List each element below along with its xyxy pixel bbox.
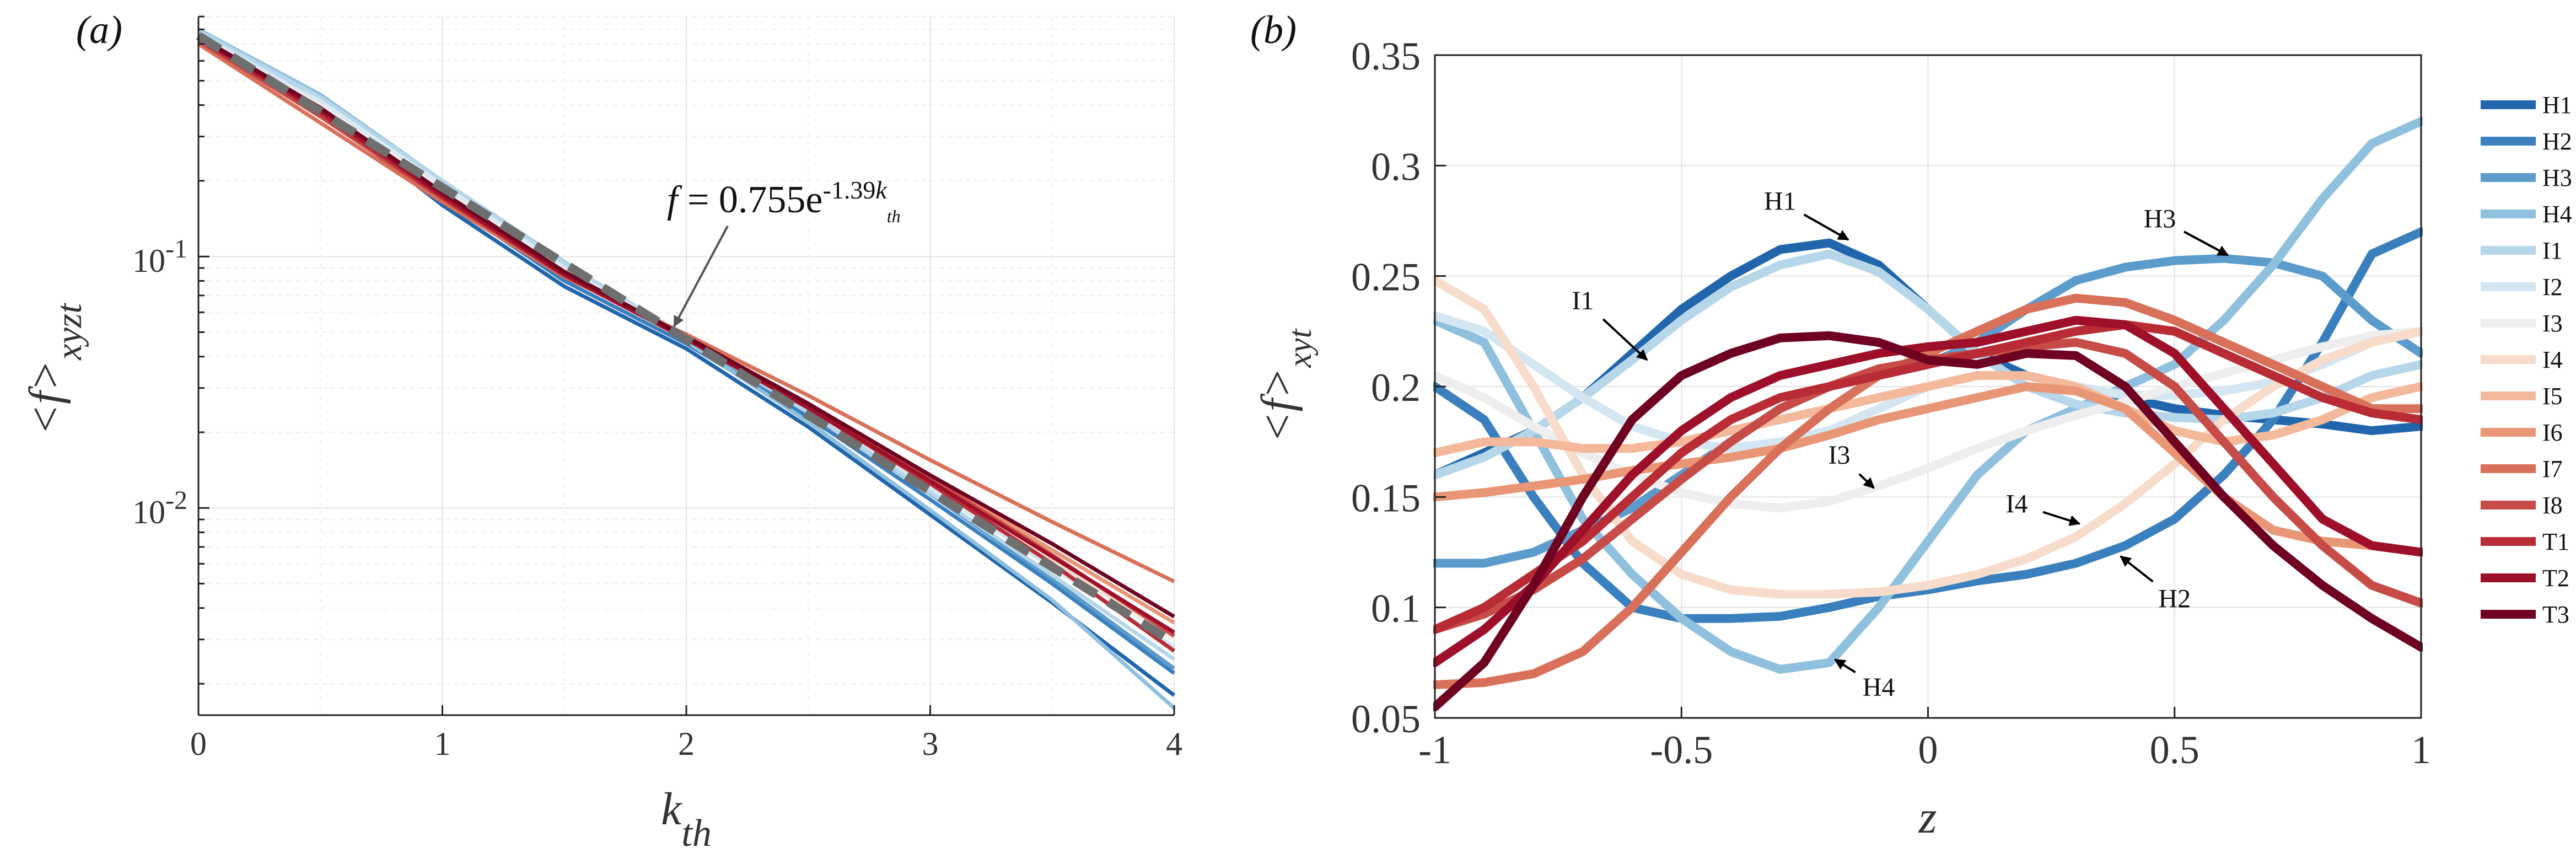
panel-b-annotation-h4: H4 — [1863, 673, 1895, 702]
panel-b-series-line-i1 — [1433, 249, 2423, 480]
panel-b-legend-label-t2: T2 — [2542, 565, 2569, 592]
panel-b-x-tick-label: 1 — [2411, 728, 2431, 772]
panel-b-x-tick-label: 0 — [1918, 728, 1938, 772]
panel-b-legend-label-t3: T3 — [2542, 601, 2569, 628]
panel-b-annotation-arrow — [2042, 511, 2081, 526]
panel-b-legend-label-i4: I4 — [2542, 346, 2563, 373]
panel-b-annotation-h1: H1 — [1764, 186, 1797, 216]
panel-b-legend-label-i6: I6 — [2542, 419, 2563, 446]
panel-a-x-tick-label: 3 — [922, 726, 939, 762]
panel-b-series-line-t3 — [1433, 331, 2423, 711]
panel-b-y-axis-label: <f>xyt — [1252, 328, 1318, 443]
panel-b-annotation-h2: H2 — [2158, 584, 2191, 614]
panel-b-letter: (b) — [1250, 8, 1297, 52]
panel-b-series-line-t2 — [1433, 315, 2423, 667]
panel-b-annotation-arrow — [1834, 658, 1856, 674]
panel-b-tick-labels: -1 -0.5 0 0.5 1 0.05 0.1 0.15 0.2 0.25 0.3 0.35 — [1351, 34, 2431, 772]
panel-b-x-tick-label: -0.5 — [1650, 728, 1713, 772]
panel-b-y-tick-label: 0.1 — [1371, 587, 1421, 631]
panel-a-x-axis-label: kth — [661, 784, 712, 853]
panel-a-fit-line — [196, 32, 1177, 647]
panel-b-legend-label-i5: I5 — [2542, 383, 2563, 410]
panel-b-annotation-arrow — [1803, 213, 1849, 241]
panel-b-y-tick-label: 0.25 — [1351, 255, 1421, 299]
panel-b-legend: H1 H2 H3 H4 I1 I2 I3 I4 I5 I6 I7 I8 T1 T2 T3 — [2481, 92, 2572, 628]
panel-b-annotation-arrow — [1602, 318, 1648, 361]
panel-a-grid — [198, 16, 1175, 715]
panel-b-y-tick-label: 0.35 — [1351, 34, 1421, 78]
panel-a-x-tick-label: 1 — [434, 726, 451, 762]
panel-b-legend-label-t1: T1 — [2542, 528, 2569, 555]
panel-b-legend-label-i1: I1 — [2542, 237, 2563, 264]
panel-b-legend-label-h1: H1 — [2542, 92, 2572, 119]
panel-b-series-line-i5 — [1433, 371, 2423, 458]
panel-b-x-tick-label: -1 — [1418, 728, 1451, 772]
panel-b-profile-chart: (b) -1 -0.5 0 0.5 1 0.05 0.1 0.15 0.2 0.25 0.3 0.35… — [1250, 8, 2572, 843]
panel-b-legend-label-i7: I7 — [2542, 455, 2563, 482]
panel-a-tick-labels: 0 1 2 3 4 10-1 10-2 — [132, 234, 1182, 762]
panel-a-axes — [197, 15, 1175, 716]
panel-a-y-axis-label: <f>xyzt — [20, 303, 89, 436]
panel-b-legend-label-h4: H4 — [2542, 201, 2572, 228]
panel-b-x-tick-label: 0.5 — [2150, 728, 2199, 772]
panel-a-y-tick-label: 10-2 — [132, 486, 187, 531]
panel-a-x-tick-label: 0 — [190, 726, 207, 762]
panel-b-series-line-i7 — [1433, 293, 2423, 689]
panel-a-fit-group — [196, 32, 1177, 647]
panel-b-annotation-i3: I3 — [1828, 441, 1850, 470]
panel-b-legend-label-h3: H3 — [2542, 164, 2572, 191]
panel-a-letter: (a) — [76, 8, 122, 52]
panel-b-y-tick-label: 0.15 — [1351, 476, 1421, 520]
panel-b-y-tick-label: 0.05 — [1351, 697, 1421, 741]
panel-b-legend-label-i8: I8 — [2542, 492, 2563, 519]
panel-b-annotation-arrow — [2184, 230, 2229, 256]
panel-b-annotation-arrow — [2120, 555, 2154, 583]
panel-a-x-tick-label: 4 — [1166, 726, 1182, 762]
panel-a-x-tick-label: 2 — [678, 726, 695, 762]
panel-b-series-line-h4 — [1433, 117, 2423, 674]
panel-b-annotation-i1: I1 — [1572, 286, 1594, 315]
panel-b-annotation-i4: I4 — [2006, 489, 2028, 518]
panel-b-axes — [1434, 54, 2422, 719]
panel-b-annotation-h3: H3 — [2144, 205, 2176, 234]
panel-b-legend-label-i2: I2 — [2542, 273, 2563, 301]
panel-b-annotations: H1 H2 H3 H4 I1 I3 I4 — [1572, 186, 2229, 702]
panel-b-x-axis-label: z — [1918, 792, 1937, 843]
panel-b-series-line-i4 — [1433, 276, 2423, 599]
panel-b-legend-label-i3: I3 — [2542, 310, 2563, 337]
panel-b-series-group — [1433, 117, 2423, 711]
panel-a-fit-arrow — [673, 226, 729, 328]
panel-b-annotation-arrow — [1858, 473, 1875, 489]
panel-a-fit-equation: f = 0.755e-1.39kth — [667, 176, 901, 227]
panel-a-y-tick-label: 10-1 — [132, 234, 187, 280]
panel-b-legend-label-h2: H2 — [2542, 128, 2572, 155]
panel-a-log-decay-chart: (a) 0 1 2 3 4 10-1 10-2 kth <f>xyzt f = 0.755e… — [20, 8, 1182, 853]
panel-b-y-tick-label: 0.2 — [1371, 366, 1421, 410]
panel-b-y-tick-label: 0.3 — [1371, 144, 1421, 189]
